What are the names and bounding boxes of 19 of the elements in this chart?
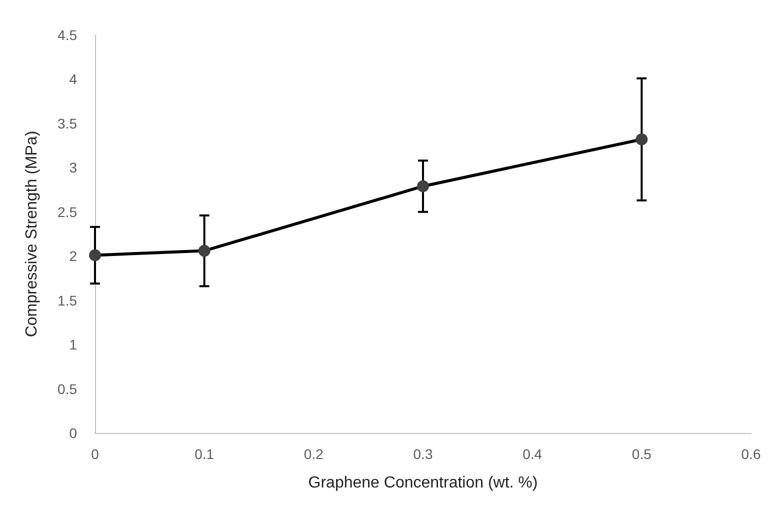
y-axis-title: Compressive Strength (MPa) [24, 130, 40, 338]
y-tick-label: 3 [69, 160, 78, 176]
x-tick-label: 0.3 [413, 446, 433, 462]
y-tick-label: 0.5 [58, 380, 78, 397]
y-tick-label: 3.5 [58, 115, 78, 132]
x-tick-label: 0.6 [741, 446, 761, 462]
x-tick-label: 0 [91, 446, 100, 462]
y-tick-label: 4.5 [58, 27, 78, 43]
y-tick-label: 2.5 [58, 204, 78, 220]
y-tick-label: 1.5 [58, 292, 78, 308]
y-tick-label: 0 [69, 425, 78, 441]
x-tick-label: 0.4 [522, 446, 542, 462]
x-axis-title: Graphene Concentration (wt. %) [308, 474, 538, 492]
y-tick-label: 2 [69, 248, 78, 264]
x-tick-label: 0.5 [632, 446, 652, 462]
y-tick-label: 4 [69, 71, 78, 88]
x-tick-label: 0.1 [194, 446, 214, 462]
x-tick-label: 0.2 [304, 446, 324, 462]
y-tick-label: 1 [69, 336, 78, 353]
